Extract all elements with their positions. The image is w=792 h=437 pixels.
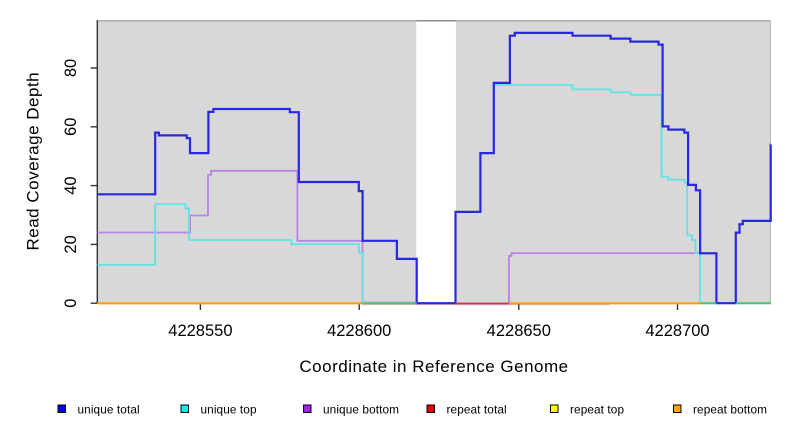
svg-text:Read Coverage Depth: Read Coverage Depth: [24, 72, 43, 251]
svg-text:40: 40: [62, 176, 80, 194]
svg-text:4228600: 4228600: [327, 322, 391, 340]
svg-text:unique total: unique total: [78, 403, 140, 417]
svg-text:unique top: unique top: [201, 403, 257, 417]
svg-text:0: 0: [62, 299, 80, 308]
svg-text:repeat top: repeat top: [570, 403, 624, 417]
svg-text:4228550: 4228550: [168, 322, 232, 340]
svg-text:Coordinate in Reference Genome: Coordinate in Reference Genome: [299, 357, 568, 376]
svg-text:repeat total: repeat total: [447, 403, 507, 417]
svg-text:4228700: 4228700: [645, 322, 709, 340]
svg-text:repeat bottom: repeat bottom: [693, 403, 767, 417]
svg-text:4228650: 4228650: [487, 322, 551, 340]
svg-text:60: 60: [62, 118, 80, 136]
svg-text:unique bottom: unique bottom: [323, 403, 399, 417]
svg-text:20: 20: [62, 235, 80, 253]
svg-text:80: 80: [62, 59, 80, 77]
